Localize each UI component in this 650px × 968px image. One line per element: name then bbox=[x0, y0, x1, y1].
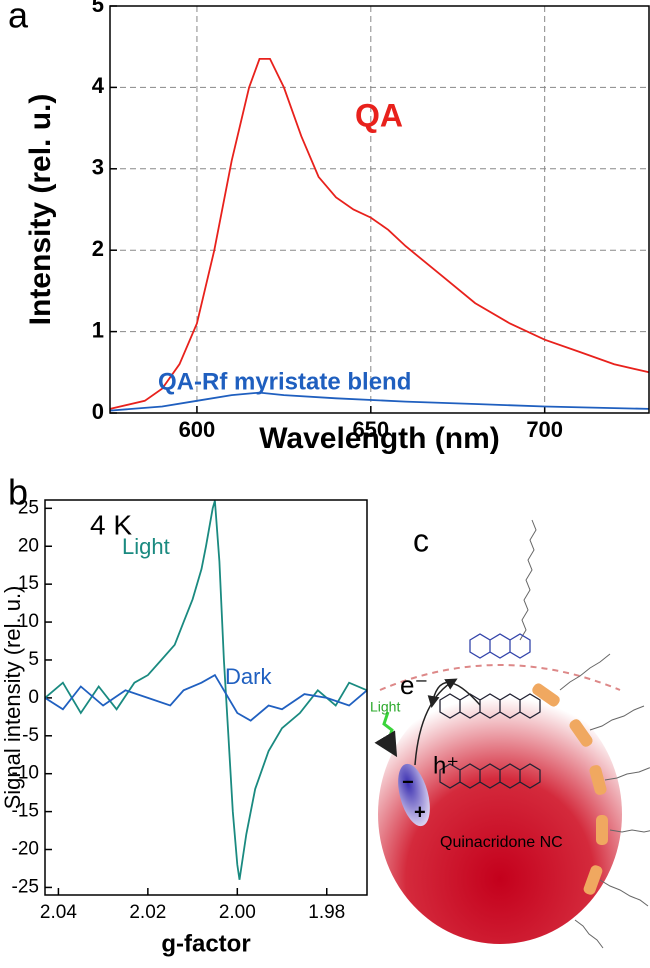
y-tick-label: 0 bbox=[28, 687, 39, 708]
x-tick-label: 2.00 bbox=[219, 902, 256, 923]
molecules bbox=[439, 633, 541, 789]
panel-label: c bbox=[413, 522, 429, 558]
series-label: QA-Rf myristate blend bbox=[158, 368, 411, 395]
surface-ring bbox=[379, 664, 621, 691]
x-tick-label: 2.04 bbox=[40, 902, 77, 923]
minus-label: − bbox=[402, 771, 414, 793]
y-tick-label: 4 bbox=[92, 73, 105, 98]
y-tick-label: -25 bbox=[12, 876, 39, 897]
diagram-c: c e⁻ h⁺ Light − + Quinacridone NC bbox=[370, 519, 650, 949]
y-tick-label: -5 bbox=[22, 725, 39, 746]
nanocrystal bbox=[378, 684, 622, 944]
nc-label: Quinacridone NC bbox=[440, 834, 563, 851]
x-tick-label: 650 bbox=[352, 417, 389, 442]
y-tick-label: 0 bbox=[92, 399, 104, 424]
light-arrow bbox=[374, 711, 398, 758]
y-tick-label: 25 bbox=[18, 497, 39, 518]
plot-frame bbox=[109, 5, 650, 414]
y-axis-title: Intensity (rel. u.) bbox=[24, 94, 57, 326]
data-line bbox=[109, 58, 650, 410]
light-label: Light bbox=[370, 699, 400, 715]
y-tick-label: 20 bbox=[18, 535, 39, 556]
alkyl-chains bbox=[519, 519, 650, 949]
y-tick-label: 5 bbox=[92, 0, 104, 17]
y-axis-title: Signal intensity (rel. u.) bbox=[0, 586, 25, 810]
ligand-shell bbox=[532, 683, 608, 895]
x-axis-title: Wavelength (nm) bbox=[259, 422, 500, 455]
y-tick-label: 15 bbox=[18, 573, 39, 594]
hole-label: h⁺ bbox=[433, 752, 459, 779]
x-tick-label: 600 bbox=[179, 417, 216, 442]
x-tick-label: 2.02 bbox=[129, 902, 166, 923]
panel-label: a bbox=[8, 0, 29, 36]
y-tick-label: -10 bbox=[12, 763, 39, 784]
plot-frame bbox=[44, 499, 368, 896]
series-label: Light bbox=[122, 534, 170, 559]
x-tick-label: 1.98 bbox=[308, 902, 345, 923]
y-tick-label: 2 bbox=[92, 236, 104, 261]
series-label: QA bbox=[355, 97, 403, 133]
y-tick-label: 10 bbox=[18, 611, 39, 632]
hole-arrow bbox=[414, 678, 458, 766]
y-tick-label: 3 bbox=[92, 155, 104, 180]
annotation: 4 K bbox=[90, 509, 132, 540]
data-line bbox=[44, 673, 368, 722]
panel-label: b bbox=[8, 472, 28, 513]
y-tick-label: -15 bbox=[12, 801, 39, 822]
x-tick-label: 700 bbox=[526, 417, 563, 442]
y-tick-label: 5 bbox=[28, 649, 39, 670]
electron-label: e⁻ bbox=[400, 670, 428, 700]
series-label: Dark bbox=[225, 664, 272, 689]
exciton bbox=[398, 763, 430, 827]
x-axis-title: g-factor bbox=[161, 930, 250, 957]
electron-arrow bbox=[427, 681, 481, 708]
data-line bbox=[44, 500, 368, 880]
data-line bbox=[109, 391, 650, 412]
plus-label: + bbox=[414, 801, 426, 823]
y-tick-label: -20 bbox=[12, 839, 39, 860]
y-tick-label: 1 bbox=[92, 317, 104, 342]
